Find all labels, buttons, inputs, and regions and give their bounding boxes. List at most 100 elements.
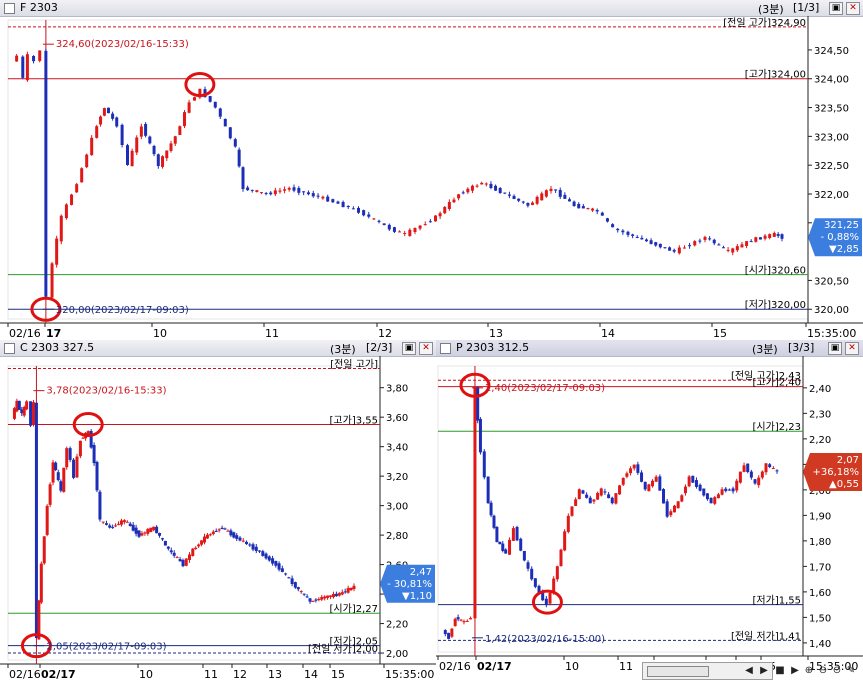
candle (663, 247, 667, 249)
highlight-circle (459, 372, 491, 398)
candle (567, 199, 571, 202)
x-tick-label: 11 (619, 660, 633, 673)
candle (341, 201, 345, 208)
timeframe-label[interactable]: (3분) (752, 343, 778, 356)
candle (229, 530, 233, 536)
level-label: [전일 고가]324,90 (723, 17, 806, 29)
candle (522, 550, 526, 561)
candle (42, 536, 46, 564)
candle (683, 486, 687, 494)
maximize-icon[interactable]: ▣ (828, 342, 842, 355)
scroll-thumb[interactable] (647, 666, 709, 677)
candle (486, 476, 490, 504)
candlestick-chart-p2303[interactable]: 2,402,302,202,102,001,901,801,701,601,50… (436, 356, 863, 685)
candle (80, 168, 84, 183)
candle (447, 632, 451, 639)
candlestick-chart-c2303[interactable]: 3,803,603,403,203,002,802,602,402,202,00… (0, 356, 436, 685)
plot-area (437, 365, 804, 653)
y-tick-label: 322,50 (814, 161, 849, 172)
candle (59, 215, 63, 242)
x-tick-label: 12 (378, 327, 392, 340)
candle (111, 526, 115, 528)
candle (349, 587, 353, 591)
close-icon[interactable]: ✕ (419, 342, 433, 355)
candle (552, 578, 556, 593)
current-price-text: +36,18% (812, 467, 859, 478)
candle (302, 593, 306, 595)
panel-titlebar[interactable]: F 2303 (3분) [1/3] ▣ ✕ (0, 0, 863, 17)
candle (254, 546, 258, 551)
candle (194, 547, 198, 550)
candle (267, 556, 271, 561)
candle (447, 202, 451, 210)
candle (223, 118, 227, 127)
candle (771, 468, 775, 470)
candle (271, 558, 275, 564)
candle (264, 193, 268, 195)
y-tick-label: 1,60 (809, 588, 831, 599)
candle (438, 213, 442, 217)
candle (38, 50, 42, 61)
scroll-left-icon[interactable]: ◀ (745, 665, 753, 676)
candle (563, 194, 567, 199)
candle (251, 544, 255, 550)
candle (616, 228, 620, 231)
candle (600, 212, 604, 216)
candle (135, 137, 139, 153)
panel-titlebar[interactable]: C 2303 327.5 (3분) [2/3] ▣ ✕ (0, 340, 436, 357)
panel-checkbox[interactable] (440, 343, 451, 354)
close-icon[interactable]: ✕ (846, 2, 860, 15)
page-label: [1/3] (793, 1, 820, 14)
time-scrollbar[interactable] (642, 662, 773, 680)
candle (284, 573, 288, 575)
candle (287, 187, 291, 190)
current-price-text: 2,47 (410, 567, 432, 578)
chart-panel-p2303: P 2303 312.5 (3분) [3/3] ▣ ✕ 2,40 2,30 2,20… (436, 340, 863, 685)
zoom-out-icon[interactable]: ⊖ (818, 665, 828, 676)
scroll-right-icon[interactable]: ▶ (760, 665, 768, 676)
high-note-label: 2,40(2023/02/17-09:03) (485, 383, 605, 394)
zoom-in-icon[interactable]: ⊕ (804, 665, 814, 676)
candle (238, 537, 242, 541)
y-tick-label: 2,00 (809, 486, 831, 497)
x-tick-label: 15:35:00 (809, 660, 858, 673)
candle (178, 126, 182, 135)
x-tick-label: 11 (204, 668, 218, 681)
wrench-icon[interactable]: ✎ (846, 665, 856, 676)
candle (292, 187, 296, 191)
candle (48, 484, 52, 505)
candle (31, 402, 35, 425)
candle (203, 89, 207, 98)
x-tick-label: 11 (265, 327, 279, 340)
candle (515, 526, 519, 541)
candle (658, 476, 662, 491)
candle (178, 559, 182, 562)
panel-titlebar[interactable]: P 2303 312.5 (3분) [3/3] ▣ ✕ (436, 340, 863, 357)
panel-checkbox[interactable] (4, 343, 15, 354)
candle (434, 215, 437, 222)
maximize-icon[interactable]: ▣ (829, 2, 843, 15)
timeframe-label[interactable]: (3분) (330, 343, 356, 356)
maximize-icon[interactable]: ▣ (402, 342, 416, 355)
timeframe-label[interactable]: (3분) (758, 3, 784, 16)
y-tick-label: 2,20 (386, 620, 408, 631)
highlight-circle (184, 72, 216, 98)
candle (258, 550, 262, 552)
stop-icon[interactable]: ■ (775, 665, 785, 676)
candle (470, 185, 474, 191)
candle (457, 194, 461, 199)
zoom-reset-icon[interactable]: ⊙ (832, 665, 842, 676)
candle (188, 554, 192, 560)
candle (621, 230, 625, 233)
panel-checkbox[interactable] (4, 3, 15, 14)
candlestick-chart-f2303[interactable]: 324,50 324,00 323,50 323,00 322,50 322,00 321,… (0, 16, 863, 340)
y-tick-label: 1,80 (809, 537, 831, 548)
candle (160, 538, 164, 540)
candle (237, 149, 241, 167)
close-icon[interactable]: ✕ (845, 342, 859, 355)
highlight-circle (531, 589, 563, 615)
candle (191, 548, 195, 557)
play-icon[interactable]: ▶ (791, 665, 799, 676)
candle (721, 247, 725, 249)
candle (738, 471, 742, 483)
